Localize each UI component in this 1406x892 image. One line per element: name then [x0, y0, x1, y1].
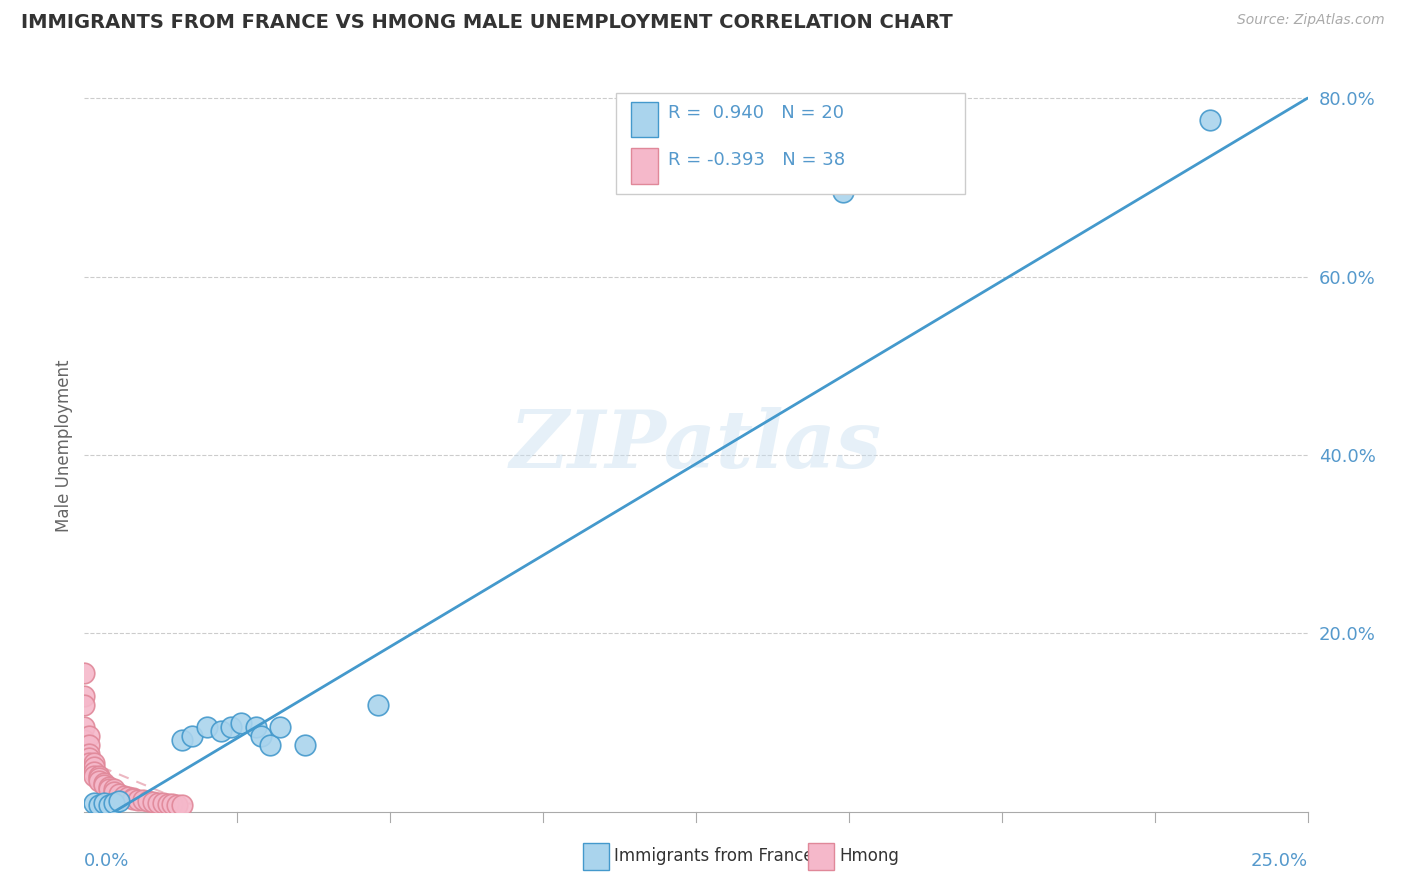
Point	[73, 689, 96, 703]
Point	[172, 797, 194, 812]
Text: Immigrants from France: Immigrants from France	[614, 847, 814, 865]
Point	[97, 782, 120, 797]
Point	[87, 797, 110, 812]
Point	[83, 764, 105, 779]
Text: R = -0.393   N = 38: R = -0.393 N = 38	[668, 152, 845, 169]
Bar	[631, 148, 658, 184]
Point	[77, 756, 100, 770]
Text: R =  0.940   N = 20: R = 0.940 N = 20	[668, 103, 844, 122]
Point	[294, 738, 316, 752]
Point	[181, 729, 204, 743]
Point	[259, 738, 281, 752]
Point	[146, 796, 169, 810]
Point	[93, 776, 115, 790]
Point	[83, 756, 105, 770]
Point	[122, 792, 145, 806]
Point	[166, 797, 188, 812]
Point	[219, 720, 242, 734]
Point	[229, 715, 252, 730]
Bar	[616, 93, 965, 194]
Point	[142, 795, 165, 809]
Point	[136, 794, 159, 808]
Point	[1198, 113, 1220, 128]
Point	[83, 760, 105, 774]
Point	[77, 738, 100, 752]
Point	[107, 794, 129, 808]
Point	[156, 797, 179, 811]
Point	[83, 769, 105, 783]
Point	[77, 729, 100, 743]
Point	[107, 787, 129, 801]
Point	[127, 793, 149, 807]
Point	[195, 720, 218, 734]
Point	[103, 782, 125, 797]
Point	[112, 789, 135, 803]
Point	[245, 720, 267, 734]
Point	[87, 773, 110, 788]
Point	[122, 791, 145, 805]
Point	[162, 797, 184, 811]
Point	[77, 751, 100, 765]
Point	[73, 733, 96, 747]
Text: 0.0%: 0.0%	[84, 852, 129, 870]
Point	[73, 720, 96, 734]
Text: Source: ZipAtlas.com: Source: ZipAtlas.com	[1237, 13, 1385, 28]
Point	[87, 769, 110, 783]
Point	[93, 778, 115, 792]
Point	[93, 796, 115, 810]
Point	[117, 790, 139, 805]
Point	[831, 185, 853, 199]
Point	[152, 796, 174, 810]
Point	[97, 780, 120, 794]
Text: IMMIGRANTS FROM FRANCE VS HMONG MALE UNEMPLOYMENT CORRELATION CHART: IMMIGRANTS FROM FRANCE VS HMONG MALE UNE…	[21, 13, 953, 32]
Point	[103, 796, 125, 810]
Text: ZIPatlas: ZIPatlas	[510, 408, 882, 484]
Point	[87, 771, 110, 785]
Point	[77, 747, 100, 761]
Point	[83, 796, 105, 810]
Point	[103, 785, 125, 799]
Point	[172, 733, 194, 747]
Point	[269, 720, 291, 734]
Point	[209, 724, 232, 739]
Point	[249, 729, 271, 743]
Point	[97, 797, 120, 812]
Point	[367, 698, 389, 712]
Point	[73, 698, 96, 712]
Y-axis label: Male Unemployment: Male Unemployment	[55, 359, 73, 533]
Text: Hmong: Hmong	[839, 847, 900, 865]
Bar	[631, 102, 658, 137]
Text: 25.0%: 25.0%	[1250, 852, 1308, 870]
Point	[132, 793, 155, 807]
Point	[73, 666, 96, 681]
